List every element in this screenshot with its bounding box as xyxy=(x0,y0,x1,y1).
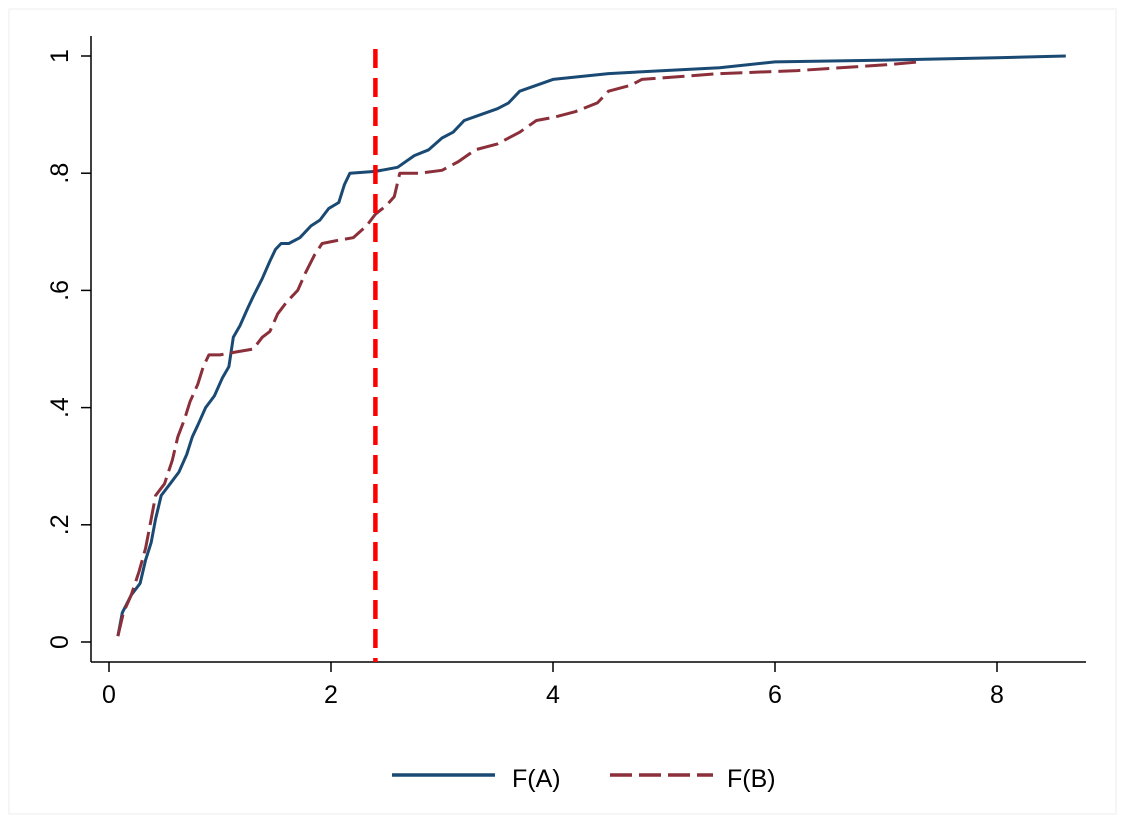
x-ticks: 0 2 4 6 8 xyxy=(102,662,1004,709)
x-tick-label: 8 xyxy=(990,681,1004,709)
y-tick-label: 1 xyxy=(46,49,74,63)
y-tick-label: .6 xyxy=(46,280,74,301)
x-tick-label: 4 xyxy=(546,681,560,709)
axes xyxy=(90,36,1086,663)
series-layer xyxy=(116,54,1066,637)
series-line-f-a xyxy=(116,54,1066,637)
y-tick-label: .2 xyxy=(46,514,74,535)
x-tick-label: 2 xyxy=(324,681,338,709)
series-line-f-b xyxy=(116,60,920,637)
y-tick-label: .8 xyxy=(46,163,74,184)
y-tick-label: 0 xyxy=(46,635,74,649)
chart-background xyxy=(8,8,1117,815)
legend: F(A) F(B) xyxy=(392,765,776,793)
x-tick-label: 0 xyxy=(102,681,116,709)
y-tick-label: .4 xyxy=(46,397,74,418)
y-ticks: 0 .2 .4 .6 .8 1 xyxy=(46,49,91,649)
legend-label-f-a: F(A) xyxy=(512,765,561,793)
x-tick-label: 6 xyxy=(768,681,782,709)
legend-label-f-b: F(B) xyxy=(727,765,776,793)
